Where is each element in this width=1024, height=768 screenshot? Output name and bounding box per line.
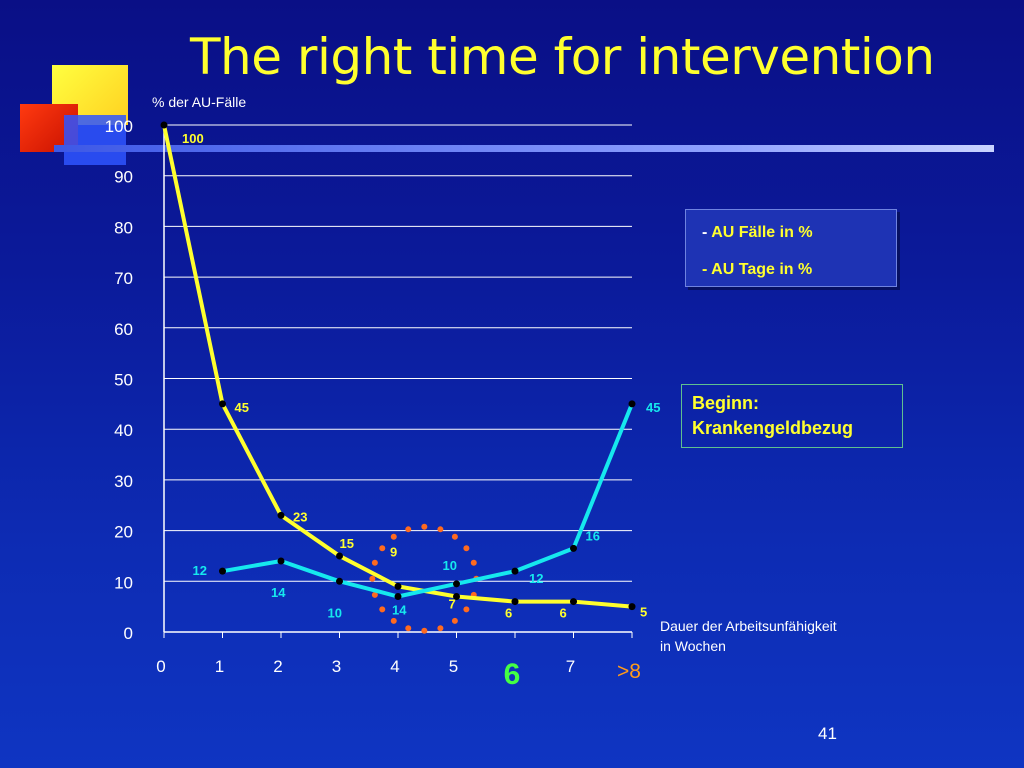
y-tick-label-100: 100 [105, 117, 133, 136]
legend-item-au-faelle: - AU Fälle in % [702, 224, 813, 242]
y-tick-label-90: 90 [114, 168, 133, 187]
annotation-dot [451, 533, 458, 540]
data-label-au-faelle: 15 [340, 536, 354, 551]
y-tick-label-80: 80 [114, 218, 133, 237]
annotation-dot [421, 627, 428, 634]
annotation-dot [463, 545, 470, 552]
data-label-au-faelle: 45 [235, 400, 249, 415]
data-label-au-faelle: 100 [182, 131, 204, 146]
data-point [394, 582, 402, 590]
annotation-dot [463, 606, 470, 613]
x-tick-label-5: 5 [449, 657, 458, 676]
annotation-dot [405, 526, 412, 533]
series-line-au-faelle [162, 124, 633, 609]
y-tick-label-30: 30 [114, 472, 133, 491]
data-point [394, 593, 402, 601]
y-tick-label-50: 50 [114, 371, 133, 390]
data-label-au-faelle: 6 [505, 606, 512, 621]
y-tick-label-60: 60 [114, 320, 133, 339]
annotation-dot [390, 533, 397, 540]
x-tick-label-1: 1 [215, 657, 224, 676]
y-tick-label-40: 40 [114, 421, 133, 440]
x-tick-label-2: 2 [273, 657, 282, 676]
data-point [277, 511, 285, 519]
decorative-bar [54, 145, 994, 152]
legend-label-au-faelle: AU Fälle in % [711, 224, 813, 241]
x-tick-label-4: 4 [390, 657, 399, 676]
y-tick-label-70: 70 [114, 269, 133, 288]
annotation-dot [451, 617, 458, 624]
data-label-au-tage: 14 [271, 585, 286, 600]
data-point [511, 598, 519, 606]
data-label-au-tage: 10 [443, 558, 457, 573]
data-label-au-faelle: 23 [293, 509, 307, 524]
annotation-dot [437, 625, 444, 632]
y-tick-label-20: 20 [114, 523, 133, 542]
decorative-square-blue [64, 115, 126, 165]
data-point [336, 552, 343, 560]
data-point [336, 577, 343, 585]
slide-title: The right time for intervention [190, 28, 935, 86]
page-number: 41 [818, 724, 837, 743]
x-tick-label-7: 7 [566, 657, 575, 676]
x-tick-label-6: 6 [504, 658, 521, 691]
note-box-krankengeld: Beginn: Krankengeldbezug [681, 384, 903, 448]
y-axis-label: % der AU-Fälle [152, 94, 247, 110]
y-tick-label-0: 0 [124, 624, 133, 643]
annotation-dot [390, 617, 397, 624]
data-label-au-tage: 14 [392, 603, 407, 618]
annotation-dot [437, 526, 444, 533]
data-label-au-tage: 45 [646, 400, 660, 415]
legend-label-au-tage: - AU Tage in % [702, 261, 813, 278]
x-tick-label-gt8: >8 [617, 660, 641, 683]
data-label-au-faelle: 5 [640, 605, 647, 620]
data-label-au-faelle: 6 [560, 606, 567, 621]
note-line-1: Beginn: [692, 393, 759, 413]
data-label-au-tage: 10 [328, 605, 342, 620]
legend-item-au-tage: - AU Tage in % [702, 261, 812, 279]
legend: - AU Fälle in % - AU Tage in % [685, 209, 897, 287]
data-point [570, 598, 577, 606]
annotation-dot [371, 591, 378, 598]
y-tick-label-10: 10 [114, 573, 133, 592]
data-point [277, 557, 285, 565]
annotation-dot [369, 575, 376, 582]
legend-dash: - [702, 224, 712, 241]
data-point [219, 567, 226, 575]
data-label-au-tage: 16 [586, 528, 600, 543]
data-point [219, 400, 226, 408]
annotation-dot [470, 559, 477, 566]
x-tick-label-3: 3 [332, 657, 341, 676]
annotation-dot [379, 606, 386, 613]
data-label-au-tage: 12 [529, 571, 543, 586]
x-axis-label-line-2: in Wochen [660, 638, 726, 654]
data-point [570, 544, 577, 552]
annotation-dot [421, 523, 428, 530]
annotation-dot [371, 559, 378, 566]
data-point [628, 400, 636, 408]
note-line-2: Krankengeldbezug [692, 418, 854, 438]
data-point [511, 567, 519, 575]
annotation-dot [405, 625, 412, 632]
data-point [628, 603, 636, 611]
series-line-au-tage [222, 403, 634, 599]
data-label-au-faelle: 9 [390, 544, 397, 559]
data-point [453, 580, 460, 588]
x-tick-label-0: 0 [156, 657, 165, 676]
data-label-au-faelle: 7 [449, 597, 456, 612]
data-label-au-tage: 12 [193, 563, 207, 578]
data-point [453, 593, 460, 601]
x-axis-label-line-1: Dauer der Arbeitsunfähigkeit [660, 618, 837, 634]
annotation-dot [379, 545, 386, 552]
data-point [160, 121, 168, 129]
x-axis-label: Dauer der Arbeitsunfähigkeit in Wochen [660, 616, 837, 656]
